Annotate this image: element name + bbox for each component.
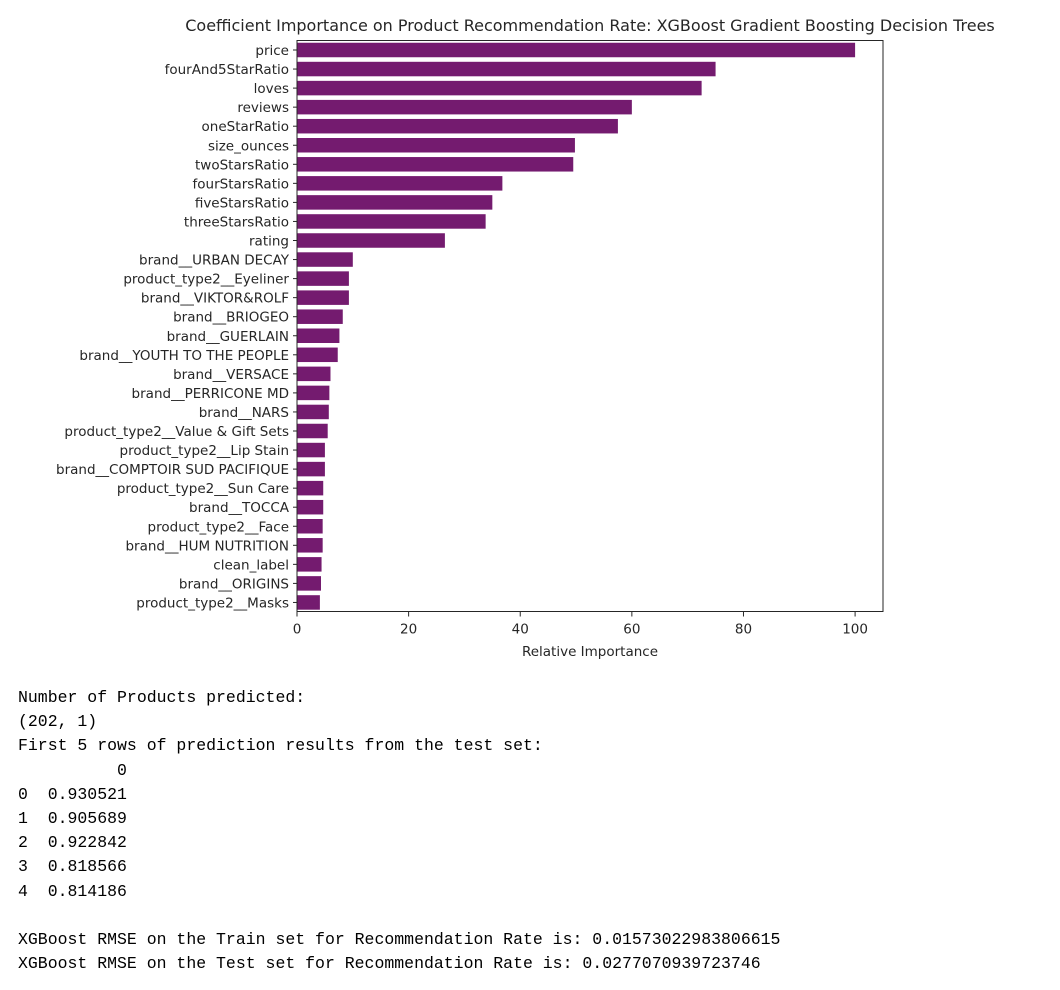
y-tick-label: twoStarsRatio [195, 157, 289, 173]
bar-21 [297, 442, 325, 458]
bar-28 [297, 576, 321, 591]
axes-frame [296, 40, 884, 612]
y-tick-label: brand__TOCCA [189, 500, 290, 516]
bar-17 [297, 366, 331, 382]
y-tick-label: brand__URBAN DECAY [139, 253, 290, 269]
y-tick-label: size_ounces [208, 138, 289, 154]
y-tick-label: fiveStarsRatio [195, 195, 289, 211]
y-tick-label: brand__PERRICONE MD [132, 386, 289, 402]
bar-11 [297, 252, 353, 267]
y-tick-label: product_type2__Sun Care [117, 481, 289, 497]
bar-12 [297, 271, 349, 286]
output-line: 2 0.922842 [18, 833, 127, 853]
bar-22 [297, 461, 325, 477]
bar-23 [297, 480, 324, 496]
x-tick-label: 100 [842, 622, 868, 638]
chart-title: Coefficient Importance on Product Recomm… [185, 16, 995, 35]
bar-25 [297, 519, 323, 534]
bar-0 [297, 42, 856, 58]
output-line: Number of Products predicted: [18, 688, 306, 707]
y-tick-label: threeStarsRatio [184, 214, 289, 230]
bar-13 [297, 290, 349, 305]
bar-29 [297, 595, 320, 610]
output-line: 4 0.814186 [18, 881, 127, 901]
y-tick-label: brand__VIKTOR&ROLF [141, 291, 289, 307]
x-tick-label: 80 [735, 622, 752, 638]
bar-16 [297, 347, 338, 363]
y-tick-label: brand__ORIGINS [179, 576, 289, 592]
y-tick-label: product_type2__Face [148, 519, 289, 535]
bar-19 [297, 404, 329, 420]
x-tick-label: 0 [293, 622, 302, 638]
bar-4 [297, 118, 618, 134]
y-tick-label: brand__BRIOGEO [173, 310, 289, 326]
bar-7 [297, 176, 503, 191]
bar-15 [297, 328, 340, 343]
y-tick-label: brand__COMPTOIR SUD PACIFIQUE [56, 462, 289, 478]
bar-20 [297, 423, 328, 439]
y-tick-label: product_type2__Value & Gift Sets [64, 424, 289, 440]
bar-10 [297, 233, 445, 248]
output-line: XGBoost RMSE on the Test set for Recomme… [18, 954, 761, 974]
console-output: Number of Products predicted: (202, 1) Fir… [18, 686, 780, 976]
bar-2 [297, 80, 702, 96]
y-tick-label: product_type2__Eyeliner [123, 272, 289, 288]
y-tick-label: fourStarsRatio [193, 176, 290, 192]
y-tick-label: clean_label [213, 557, 289, 573]
bar-24 [297, 499, 324, 515]
y-tick-label: fourAnd5StarRatio [165, 62, 289, 78]
bar-9 [297, 214, 486, 229]
bar-6 [297, 157, 574, 172]
x-tick-label: 20 [400, 622, 417, 638]
y-tick-label: product_type2__Masks [136, 595, 289, 611]
bar-27 [297, 557, 322, 572]
y-tick-label: reviews [237, 100, 289, 116]
y-tick-label: product_type2__Lip Stain [120, 443, 290, 459]
output-line: 1 0.905689 [18, 808, 127, 828]
y-tick-label: price [255, 43, 289, 59]
output-line [18, 904, 780, 928]
output-line: First 5 rows of prediction results from … [18, 736, 543, 756]
output-line: XGBoost RMSE on the Train set for Recomm… [18, 929, 781, 949]
bar-1 [297, 61, 716, 77]
bar-5 [297, 138, 575, 153]
feature-importance-chart: Coefficient Importance on Product Recomm… [56, 16, 995, 660]
y-tick-label: brand__YOUTH TO THE PEOPLE [79, 348, 289, 364]
y-tick-label: loves [254, 81, 289, 97]
x-ticks: 0 20 40 60 80 100 [293, 611, 868, 638]
y-tick-label: rating [249, 234, 289, 250]
bar-14 [297, 309, 343, 324]
output-line: 0 [18, 760, 127, 780]
y-tick-label: brand__NARS [199, 405, 289, 421]
x-tick-label: 40 [512, 622, 529, 638]
bars-group [297, 42, 856, 610]
output-line: 3 0.818566 [18, 857, 127, 877]
output-line: 0 0.930521 [18, 784, 127, 804]
y-tick-label: oneStarRatio [202, 119, 289, 135]
y-tick-label: brand__VERSACE [173, 367, 289, 383]
x-tick-label: 60 [623, 622, 640, 638]
bar-18 [297, 385, 330, 401]
y-tick-labels: price fourAnd5StarRatio loves reviews oneSta… [56, 43, 297, 611]
x-axis-label: Relative Importance [522, 644, 658, 660]
bar-26 [297, 538, 323, 553]
y-tick-label: brand__GUERLAIN [167, 329, 289, 345]
bar-3 [297, 99, 632, 115]
bar-8 [297, 195, 493, 210]
output-line: (202, 1) [18, 712, 98, 732]
y-tick-label: brand__HUM NUTRITION [125, 538, 289, 554]
